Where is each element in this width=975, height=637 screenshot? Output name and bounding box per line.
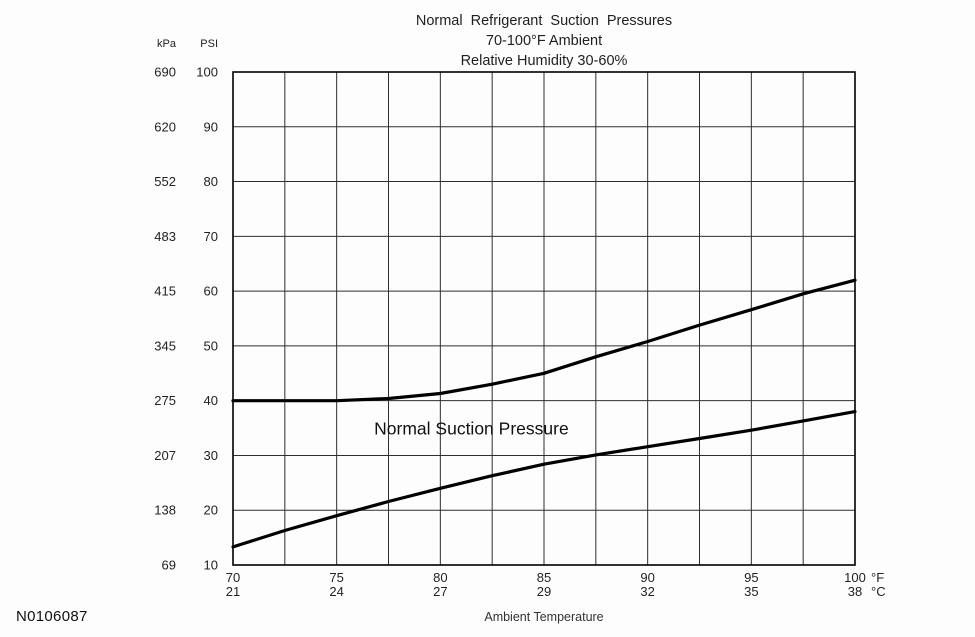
y-tick-psi: 50: [204, 338, 218, 353]
x-tick-f: 90: [640, 570, 654, 585]
x-tick-c: 32: [640, 584, 654, 599]
series-label: Normal Suction Pressure: [374, 419, 569, 439]
series-lower-limit: [231, 410, 857, 549]
x-tick-c: 29: [537, 584, 551, 599]
x-tick-c: 24: [329, 584, 343, 599]
x-axis-unit-c: °C: [871, 584, 886, 599]
y-tick-kpa: 552: [154, 174, 176, 189]
y-tick-kpa: 345: [154, 338, 176, 353]
x-tick-f: 70: [226, 570, 240, 585]
x-tick-c: 38: [848, 584, 862, 599]
x-tick-f: 100: [844, 570, 866, 585]
chart-title-line2: 70-100°F Ambient: [485, 33, 603, 49]
y-tick-kpa: 690: [154, 65, 176, 80]
y-tick-kpa: 483: [154, 229, 176, 244]
x-tick-c: 21: [226, 584, 240, 599]
y-tick-psi: 30: [204, 448, 218, 463]
y-tick-psi: 20: [204, 503, 218, 518]
y-tick-psi: 10: [204, 558, 218, 573]
y-tick-kpa: 207: [154, 448, 176, 463]
series-upper-limit: [231, 278, 857, 403]
y-axis-unit-kpa: kPa: [157, 38, 177, 50]
y-tick-psi: 80: [204, 174, 218, 189]
x-tick-c: 27: [433, 584, 447, 599]
y-tick-kpa: 275: [154, 393, 176, 408]
x-axis-unit-f: °F: [871, 570, 884, 585]
plot-border: [232, 71, 856, 566]
x-axis-label: Ambient Temperature: [484, 610, 604, 624]
x-tick-f: 75: [329, 570, 343, 585]
chart-title-line1: Normal Refrigerant Suction Pressures: [415, 13, 673, 29]
chart-title: Normal Refrigerant Suction Pressures 70-…: [233, 11, 855, 71]
y-tick-kpa: 415: [154, 284, 176, 299]
x-tick-f: 80: [433, 570, 447, 585]
y-tick-psi: 70: [204, 229, 218, 244]
y-tick-psi: 60: [204, 284, 218, 299]
chart-title-line3: Relative Humidity 30-60%: [460, 53, 628, 69]
y-tick-kpa: 138: [154, 503, 176, 518]
y-tick-psi: 40: [204, 393, 218, 408]
y-tick-kpa: 620: [154, 119, 176, 134]
y-tick-kpa: 69: [162, 558, 176, 573]
y-axis-unit-psi: PSI: [200, 38, 218, 50]
y-tick-psi: 100: [196, 65, 218, 80]
x-tick-f: 95: [744, 570, 758, 585]
x-tick-f: 85: [537, 570, 551, 585]
y-tick-psi: 90: [204, 119, 218, 134]
figure-id: N0106087: [16, 608, 88, 625]
x-tick-c: 35: [744, 584, 758, 599]
